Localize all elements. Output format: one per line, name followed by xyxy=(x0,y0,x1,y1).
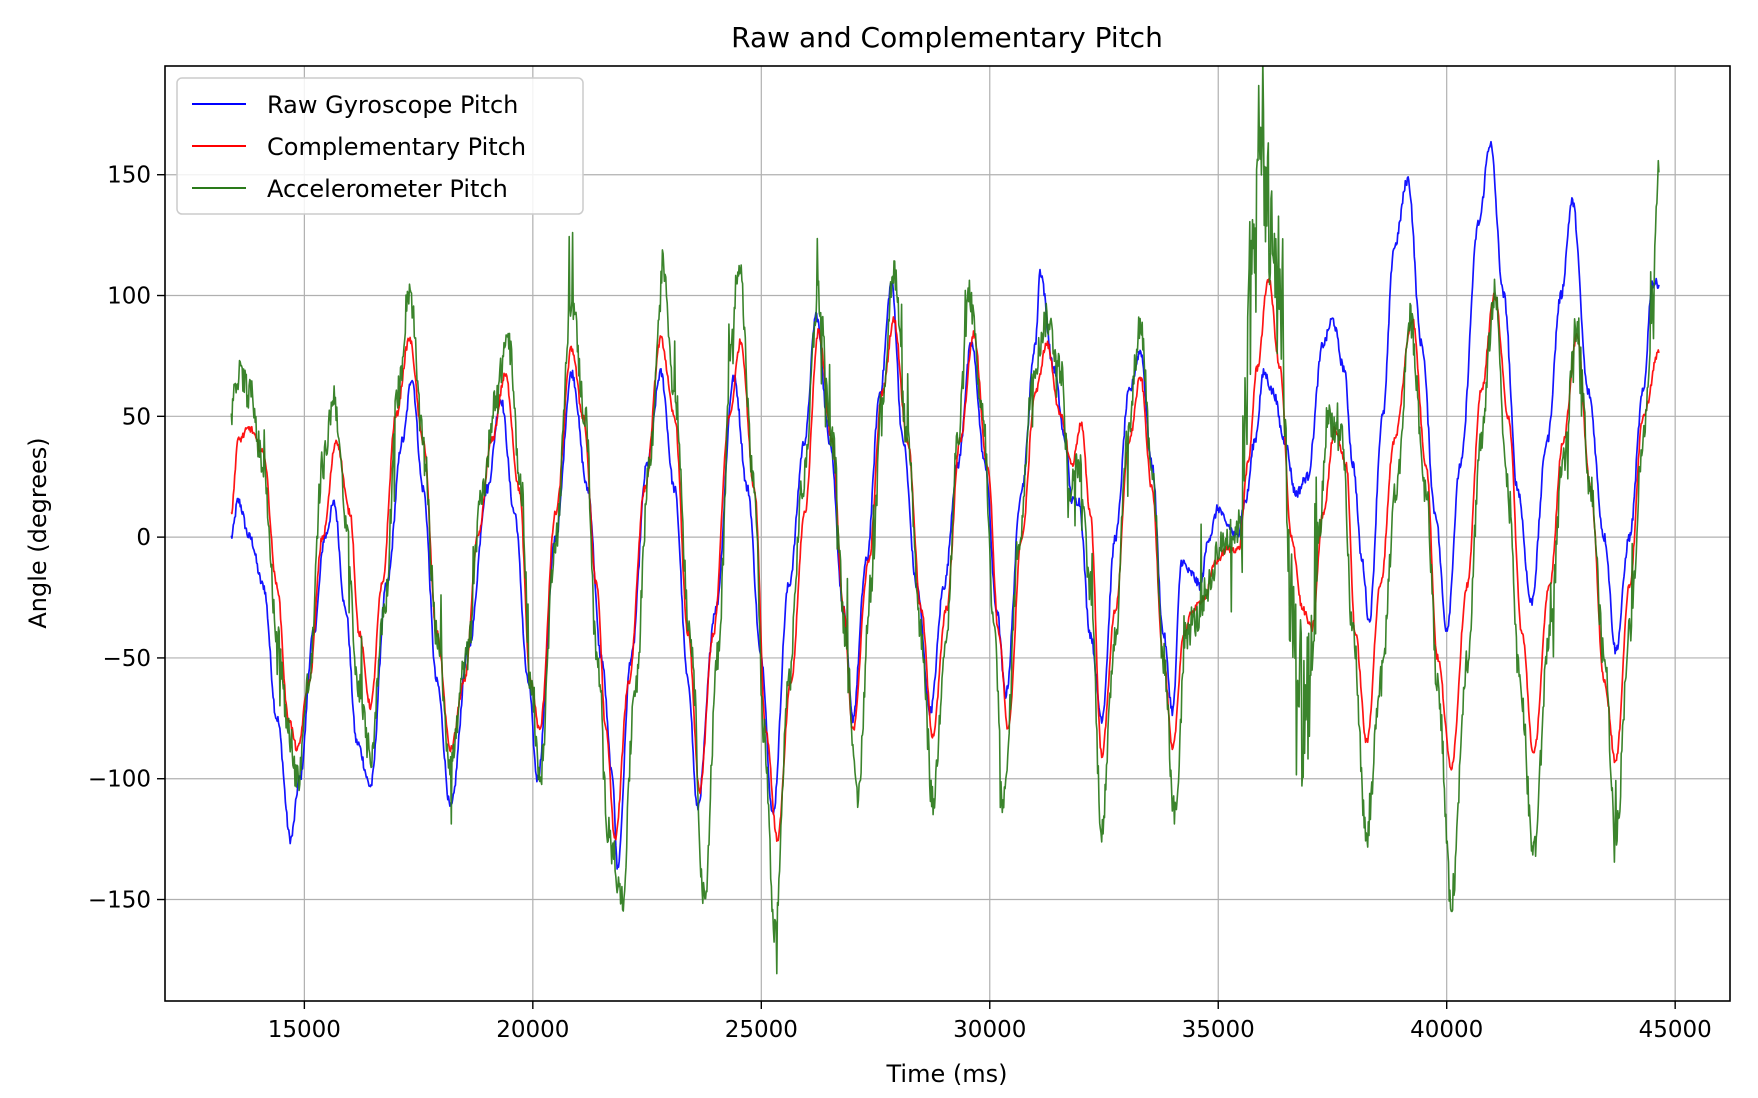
chart-title: Raw and Complementary Pitch xyxy=(731,21,1163,54)
legend: Raw Gyroscope Pitch Complementary Pitch … xyxy=(176,77,584,215)
y-tick-label: −150 xyxy=(88,888,151,914)
y-axis-ticks: −150 −100 −50 0 50 100 150 xyxy=(88,163,165,914)
y-tick-label: 150 xyxy=(107,163,151,189)
x-tick-label: 45000 xyxy=(1639,1017,1712,1043)
x-axis-label: Time (ms) xyxy=(886,1060,1008,1088)
x-tick-label: 35000 xyxy=(1182,1017,1255,1043)
x-tick-label: 40000 xyxy=(1410,1017,1483,1043)
series-accelerometer-line xyxy=(230,66,1660,975)
x-tick-label: 20000 xyxy=(496,1017,569,1043)
legend-label-complementary: Complementary Pitch xyxy=(267,133,526,161)
y-tick-label: −50 xyxy=(102,646,151,672)
legend-label-raw-gyroscope: Raw Gyroscope Pitch xyxy=(267,91,518,119)
x-axis-ticks: 15000 20000 25000 30000 35000 40000 45000 xyxy=(268,1001,1712,1043)
x-tick-label: 30000 xyxy=(953,1017,1026,1043)
plot-background xyxy=(165,66,1730,1001)
plot-frame xyxy=(164,65,1731,1002)
x-tick-label: 25000 xyxy=(725,1017,798,1043)
y-tick-label: 100 xyxy=(107,284,151,310)
legend-label-accelerometer: Accelerometer Pitch xyxy=(267,175,508,203)
y-tick-label: 0 xyxy=(136,525,151,551)
y-axis-label: Angle (degrees) xyxy=(24,437,52,628)
x-tick-label: 15000 xyxy=(268,1017,341,1043)
legend-box xyxy=(176,77,584,215)
y-tick-label: 50 xyxy=(122,404,151,430)
series-lines xyxy=(230,66,1660,975)
y-tick-label: −100 xyxy=(88,767,151,793)
